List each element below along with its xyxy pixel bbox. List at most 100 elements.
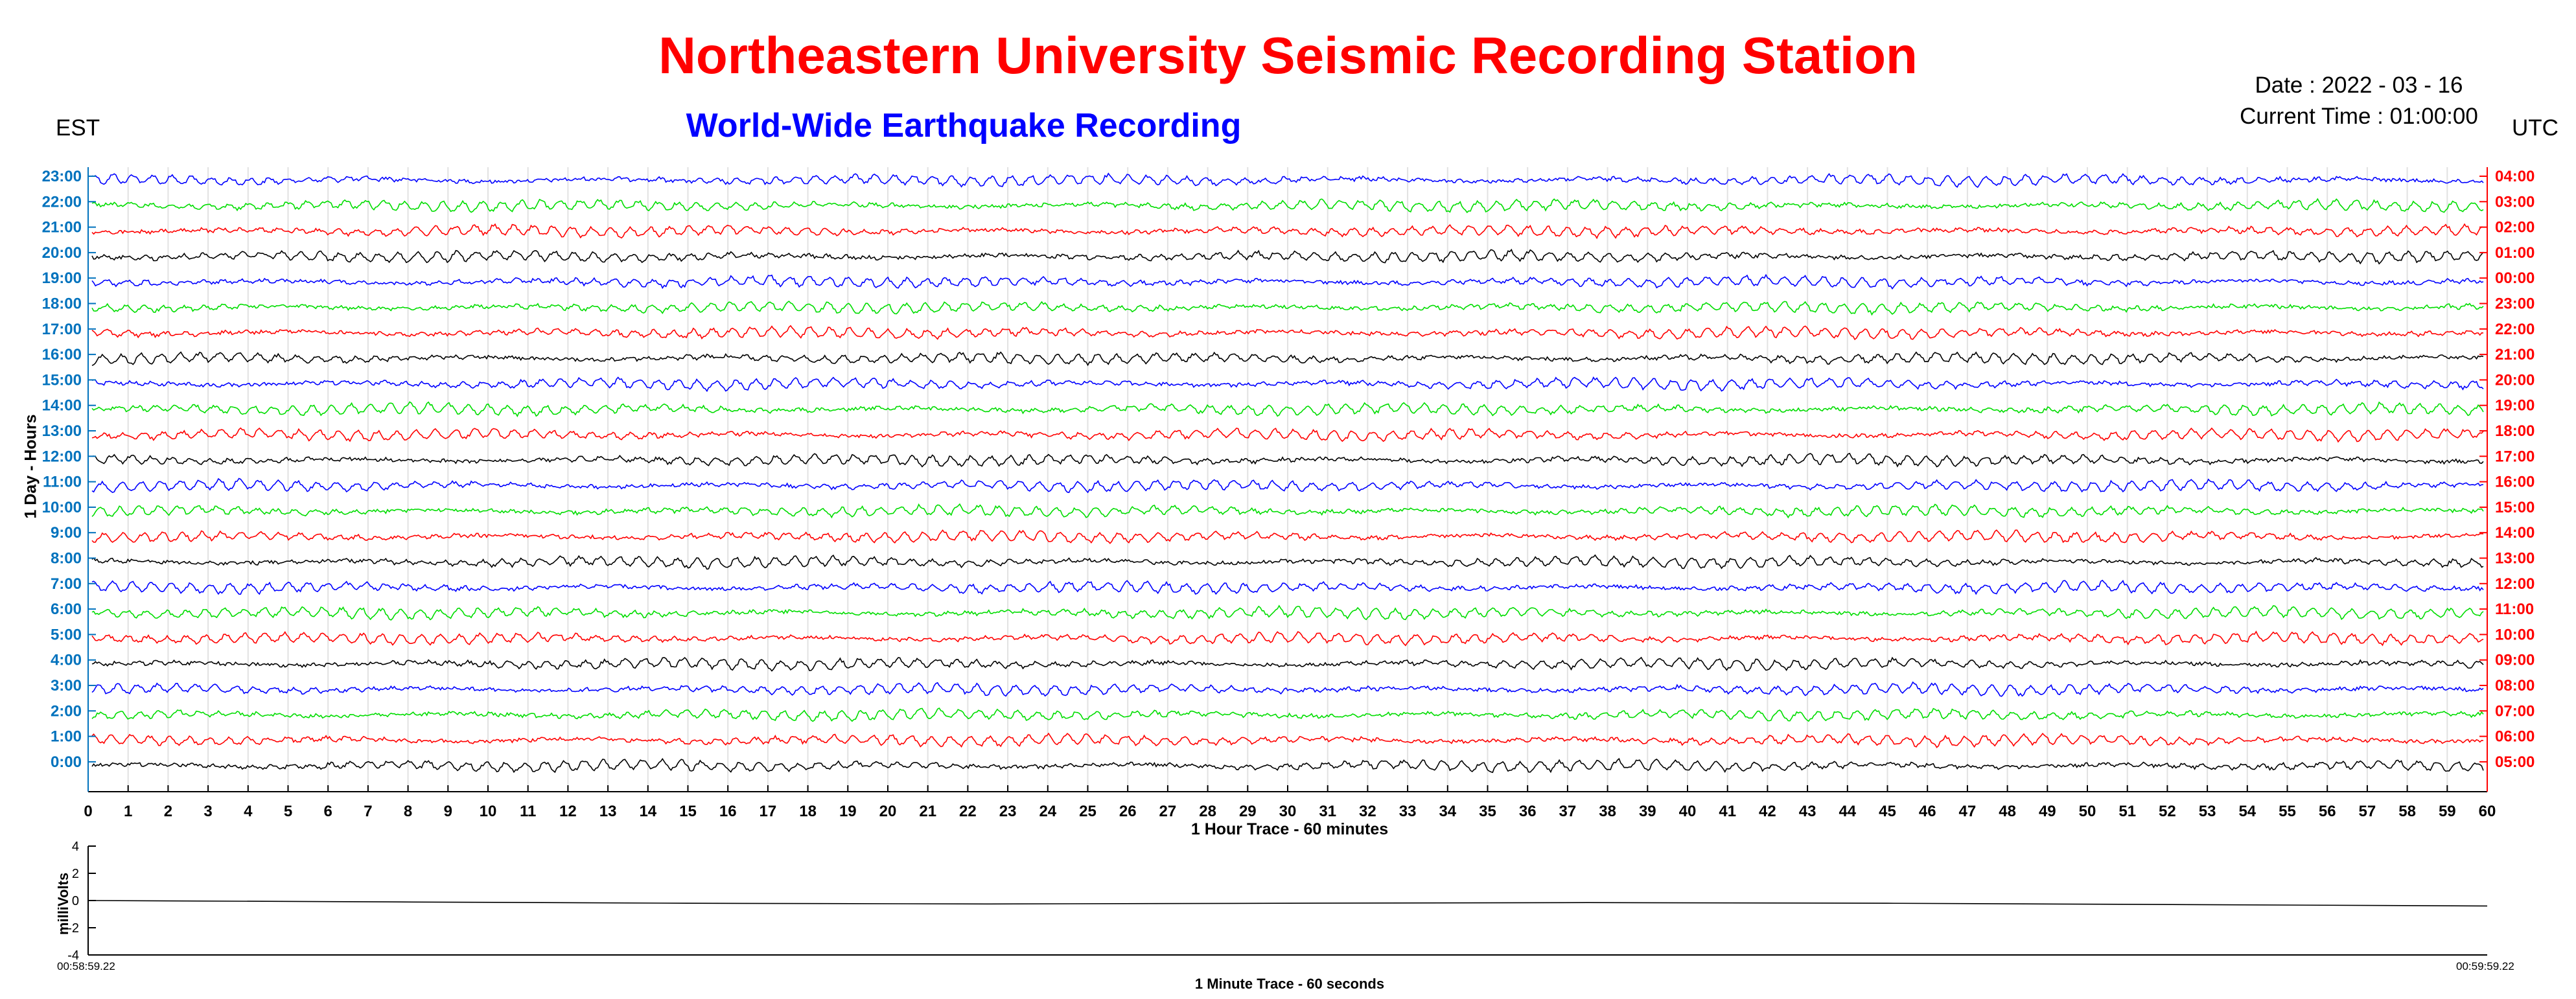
est-hour-label: 22:00 [42, 193, 82, 211]
x-tick-label: 6 [324, 803, 332, 820]
hour-trace [91, 198, 2484, 214]
est-hour-label: 4:00 [51, 652, 82, 669]
est-hour-label: 1:00 [51, 728, 82, 746]
utc-hour-label: 00:00 [2495, 270, 2535, 287]
x-tick-label: 51 [2118, 803, 2136, 820]
utc-hour-label: 12:00 [2495, 575, 2535, 593]
utc-hour-label: 16:00 [2495, 474, 2535, 491]
hour-trace [91, 325, 2484, 341]
x-tick-label: 27 [1159, 803, 1177, 820]
x-tick-label: 36 [1519, 803, 1537, 820]
est-hour-label: 16:00 [42, 346, 82, 363]
utc-hour-label: 17:00 [2495, 448, 2535, 465]
x-axis-label: 1 Hour Trace - 60 minutes [1190, 820, 1389, 838]
x-tick-label: 55 [2279, 803, 2296, 820]
x-tick-label: 35 [1479, 803, 1496, 820]
est-hour-label: 21:00 [42, 219, 82, 236]
x-tick-label: 10 [480, 803, 497, 820]
x-tick-label: 26 [1119, 803, 1137, 820]
utc-label: UTC [2512, 115, 2559, 141]
x-tick-label: 5 [284, 803, 292, 820]
x-tick-label: 40 [1679, 803, 1697, 820]
est-hour-label: 11:00 [43, 474, 82, 491]
est-hour-label: 14:00 [42, 397, 82, 415]
x-tick-label: 21 [919, 803, 936, 820]
hour-trace [91, 300, 2484, 316]
minute-y-tick-label: -2 [67, 921, 79, 936]
hour-trace [91, 452, 2484, 468]
utc-hour-label: 09:00 [2495, 652, 2535, 669]
hour-trace [91, 427, 2484, 443]
hour-trace [91, 630, 2484, 647]
x-tick-label: 23 [999, 803, 1017, 820]
hour-trace [91, 604, 2484, 621]
est-hour-label: 18:00 [42, 295, 82, 313]
x-tick-label: 31 [1319, 803, 1336, 820]
est-hour-label: 2:00 [51, 702, 82, 720]
x-tick-label: 24 [1039, 803, 1056, 820]
hour-trace [91, 351, 2484, 367]
utc-hour-label: 04:00 [2495, 168, 2535, 185]
x-tick-label: 29 [1239, 803, 1257, 820]
x-tick-label: 39 [1639, 803, 1656, 820]
hour-trace [91, 172, 2484, 189]
x-tick-label: 1 [124, 803, 132, 820]
est-hour-label: 9:00 [51, 524, 82, 542]
x-tick-label: 15 [679, 803, 697, 820]
x-tick-label: 7 [364, 803, 372, 820]
est-hour-label: 20:00 [42, 244, 82, 262]
hour-trace [91, 376, 2484, 393]
x-tick-label: 57 [2359, 803, 2376, 820]
chart-title: Northeastern University Seismic Recordin… [658, 27, 1918, 84]
helicorder-axes: 0 1 2 3 4 5 6 7 8 9 10 11 12 13 14 15 16 17 18 19 20 21 22 23 24… [42, 167, 2535, 820]
est-hour-label: 19:00 [42, 270, 82, 287]
minute-y-tick-label: 0 [72, 894, 79, 908]
x-tick-label: 50 [2079, 803, 2096, 820]
utc-hour-label: 21:00 [2495, 346, 2535, 363]
x-tick-label: 2 [164, 803, 172, 820]
hour-trace [91, 707, 2484, 722]
current-time-label: Current Time : 01:00:00 [2240, 104, 2478, 129]
est-hour-label: 23:00 [42, 168, 82, 185]
x-tick-label: 11 [520, 803, 536, 820]
utc-hour-label: 23:00 [2495, 295, 2535, 313]
x-tick-label: 0 [84, 803, 92, 820]
est-hour-label: 3:00 [51, 677, 82, 695]
x-tick-label: 18 [799, 803, 817, 820]
x-tick-label: 22 [959, 803, 977, 820]
x-tick-label: 47 [1959, 803, 1977, 820]
x-tick-label: 41 [1719, 803, 1736, 820]
hour-trace [91, 579, 2484, 595]
utc-hour-label: 05:00 [2495, 753, 2535, 771]
x-tick-label: 4 [244, 803, 253, 820]
minute-y-tick-label: 2 [72, 867, 79, 881]
hour-trace [91, 529, 2484, 544]
utc-hour-label: 02:00 [2495, 219, 2535, 236]
x-tick-label: 58 [2398, 803, 2416, 820]
x-tick-label: 8 [404, 803, 412, 820]
helicorder-traces [91, 172, 2484, 774]
minute-trace-panel: 4 2 0 -2 -4 [67, 840, 2488, 963]
utc-hour-label: 07:00 [2495, 702, 2535, 720]
x-tick-label: 42 [1759, 803, 1776, 820]
x-tick-label: 14 [639, 803, 656, 820]
utc-hour-label: 13:00 [2495, 550, 2535, 568]
date-label: Date : 2022 - 03 - 16 [2255, 73, 2463, 98]
est-hour-label: 7:00 [51, 575, 82, 593]
minute-trace-line [87, 900, 2488, 907]
minute-y-tick-label: -4 [67, 948, 79, 963]
est-hour-label: 5:00 [51, 626, 82, 643]
utc-hour-label: 06:00 [2495, 728, 2535, 746]
x-tick-label: 9 [444, 803, 452, 820]
hour-trace [91, 223, 2484, 240]
est-label: EST [56, 115, 100, 141]
est-hour-label: 12:00 [42, 448, 82, 465]
utc-hour-label: 22:00 [2495, 321, 2535, 338]
x-tick-label: 37 [1559, 803, 1577, 820]
est-hour-label: 8:00 [51, 550, 82, 568]
utc-hour-label: 14:00 [2495, 524, 2535, 542]
x-tick-label: 44 [1839, 803, 1856, 820]
x-tick-label: 25 [1079, 803, 1097, 820]
x-tick-label: 49 [2039, 803, 2056, 820]
hour-trace [91, 732, 2484, 748]
